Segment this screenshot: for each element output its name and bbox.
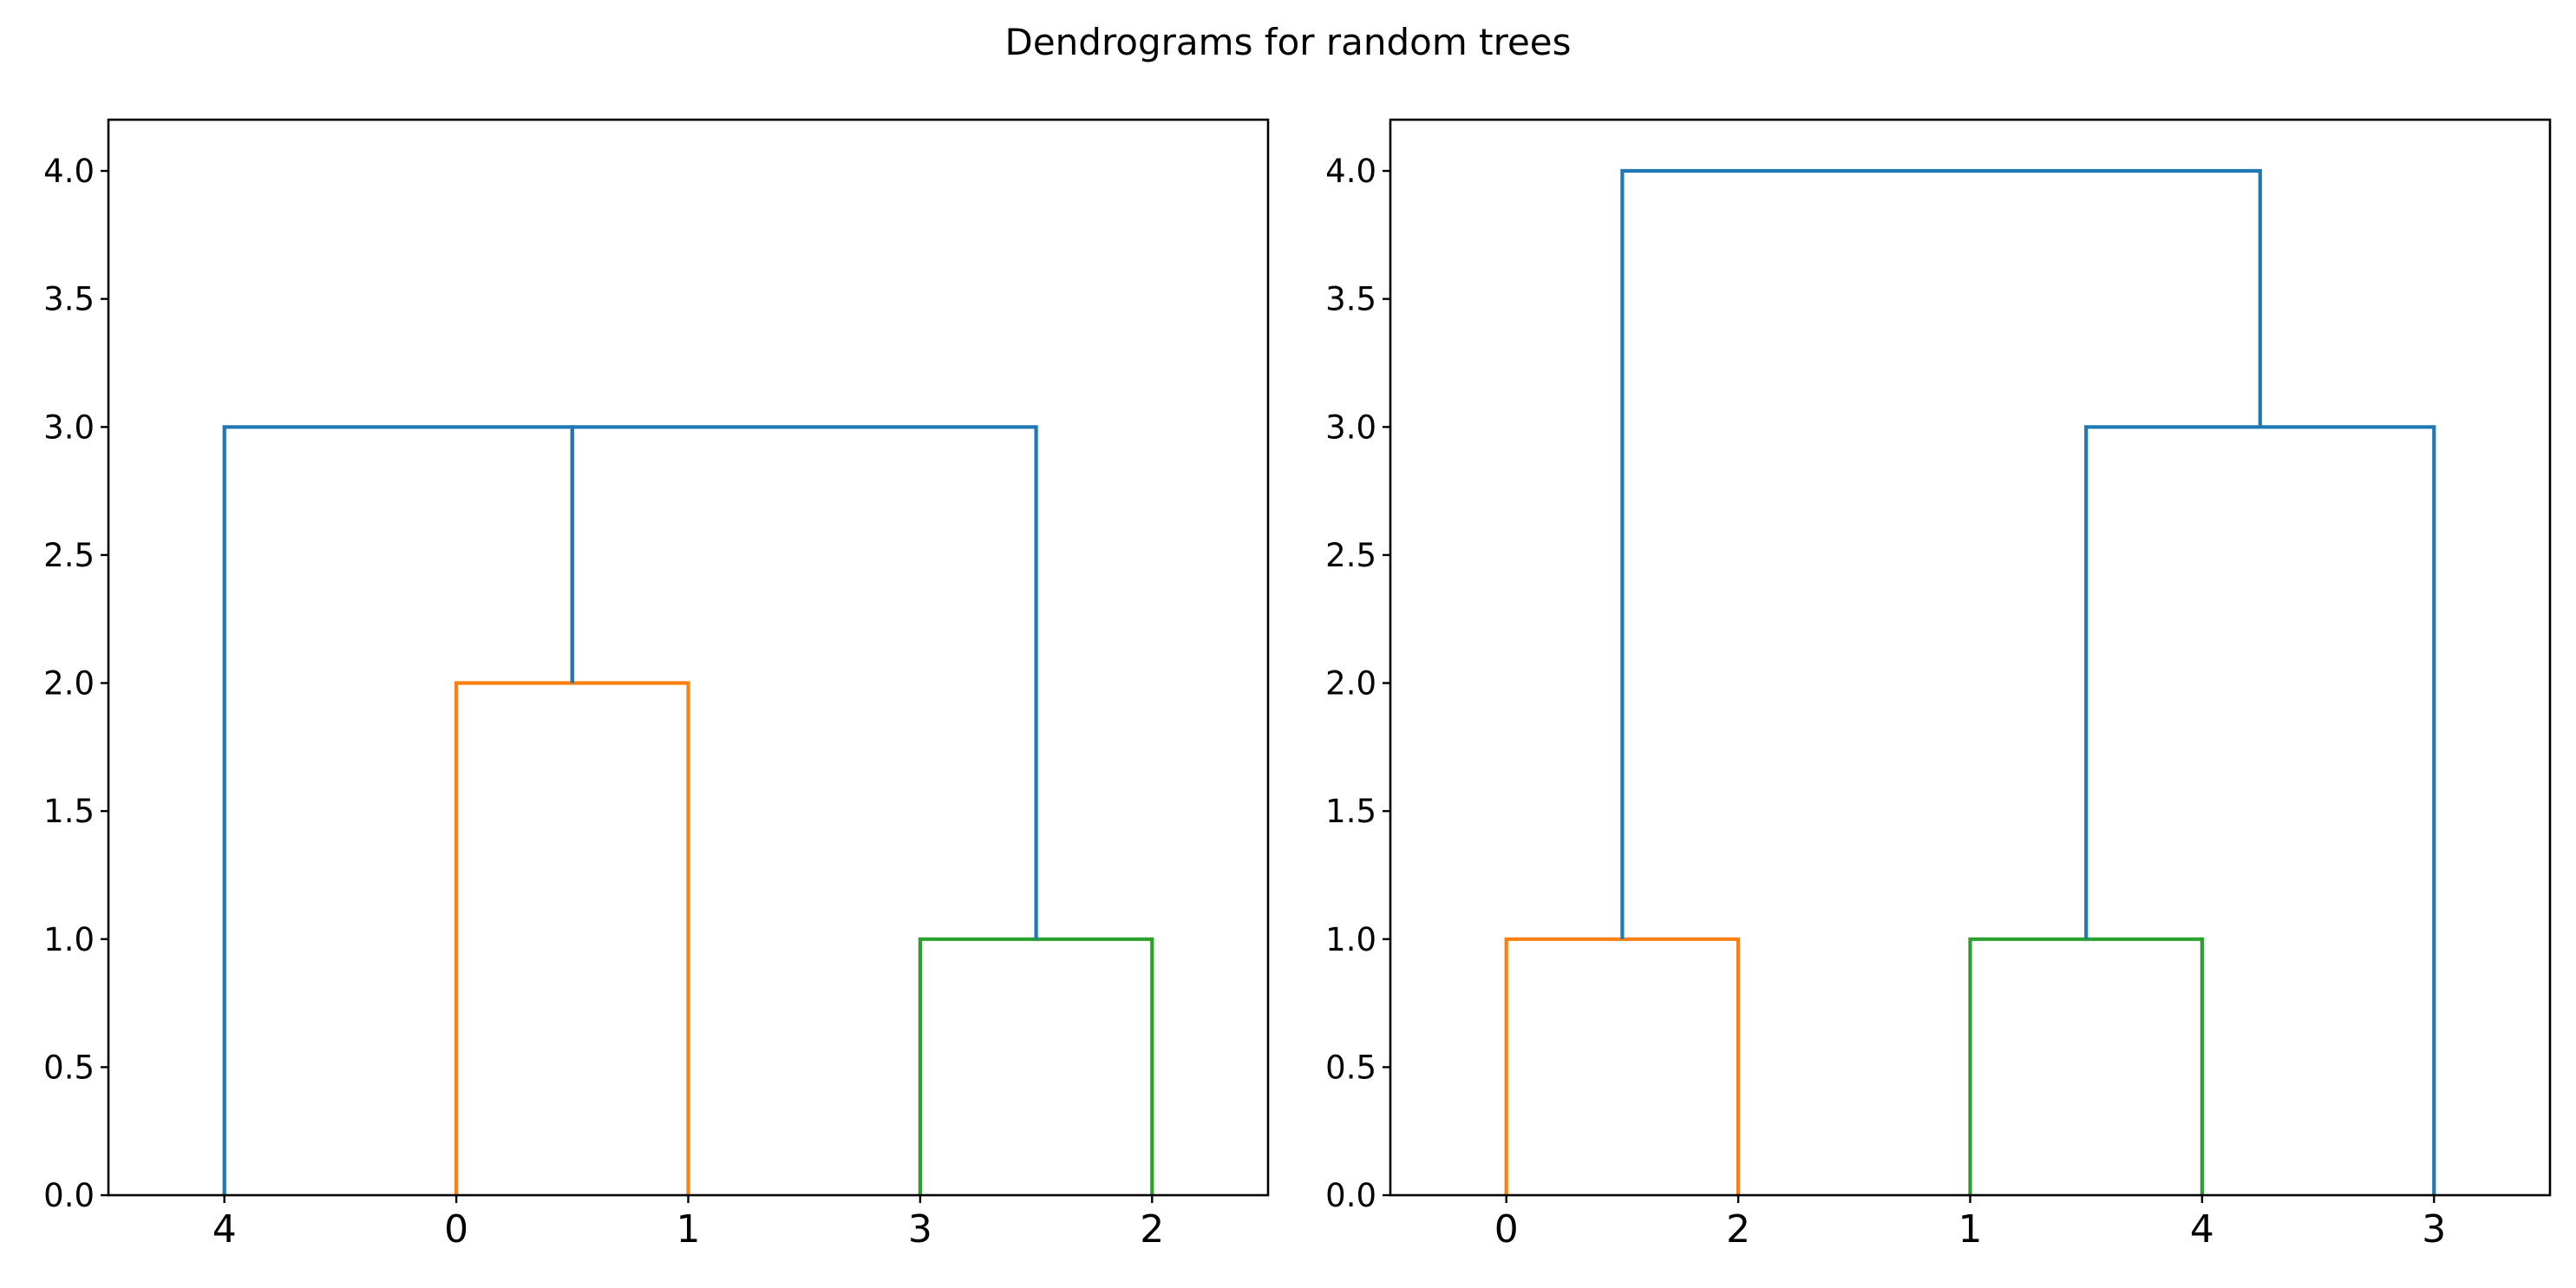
leaf-label: 0 <box>444 1207 468 1252</box>
leaf-label: 0 <box>1494 1207 1519 1252</box>
y-tick-label: 0.5 <box>1325 1049 1376 1086</box>
y-tick-label: 0.0 <box>43 1177 95 1214</box>
y-tick-label: 0.0 <box>1325 1177 1376 1214</box>
dendrogram-link <box>222 425 574 1195</box>
dendrogram-link <box>570 425 1038 939</box>
dendrogram-link <box>454 681 690 1195</box>
y-tick-label: 0.5 <box>43 1049 95 1086</box>
y-tick-label: 2.5 <box>1325 537 1376 574</box>
leaf-label: 4 <box>2190 1207 2214 1252</box>
dendrogram-link <box>1620 168 2262 939</box>
y-tick-label: 2.0 <box>1325 665 1376 703</box>
leaf-label: 2 <box>1726 1207 1750 1252</box>
y-tick-label: 4.0 <box>1325 153 1376 190</box>
leaf-label: 4 <box>212 1207 237 1252</box>
y-tick-label: 1.0 <box>1325 921 1376 958</box>
leaf-label: 3 <box>908 1207 932 1252</box>
dendrogram-panel-left: 0.0 0.5 1.0 1.5 2.0 2.5 3.0 3.5 4.0 4 0 1 3 2 <box>43 118 1270 1252</box>
dendrogram-link <box>1504 937 1741 1195</box>
y-tick-label: 1.5 <box>1325 793 1376 830</box>
y-tick-label: 3.5 <box>43 281 95 318</box>
y-tick-label: 1.0 <box>43 921 95 958</box>
figure-title: Dendrograms for random trees <box>1004 21 1571 63</box>
y-tick-label: 2.0 <box>43 665 95 703</box>
y-tick-label: 3.0 <box>43 409 95 446</box>
leaf-label: 2 <box>1140 1207 1164 1252</box>
leaf-label: 1 <box>677 1207 701 1252</box>
leaf-label: 3 <box>2422 1207 2446 1252</box>
dendrogram-link <box>2084 425 2436 1195</box>
dendrogram-link <box>918 937 1154 1195</box>
y-tick-label: 4.0 <box>43 153 95 190</box>
leaf-label: 1 <box>1958 1207 1983 1252</box>
y-tick-label: 3.0 <box>1325 409 1376 446</box>
y-tick-label: 1.5 <box>43 793 95 830</box>
y-tick-label: 2.5 <box>43 537 95 574</box>
dendrogram-panel-right: 0.0 0.5 1.0 1.5 2.0 2.5 3.0 3.5 4.0 0 2 1 4 3 <box>1325 118 2552 1252</box>
y-tick-label: 3.5 <box>1325 281 1376 318</box>
dendrogram-link <box>1968 937 2204 1195</box>
